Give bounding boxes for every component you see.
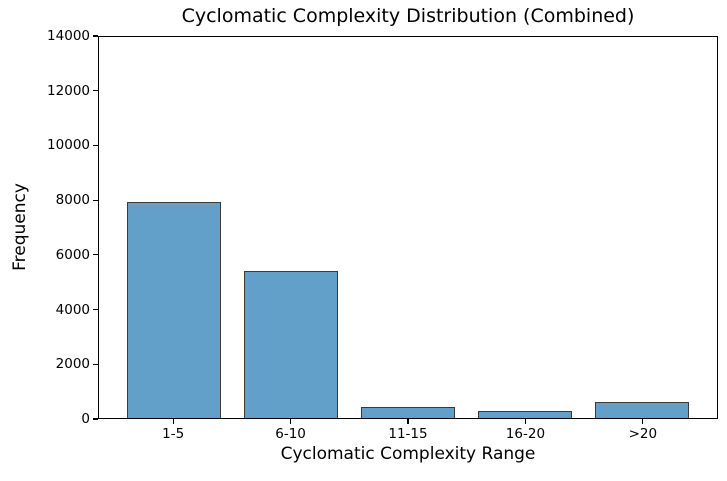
bar-16-20 <box>478 411 572 418</box>
y-tick-mark-2000 <box>93 363 98 365</box>
x-tick-mark-11-15 <box>407 419 409 424</box>
x-tick-label-16-20: 16-20 <box>505 426 546 442</box>
x-tick-mark->20 <box>642 419 644 424</box>
bar-1-5 <box>127 201 221 418</box>
x-tick-mark-6-10 <box>289 419 292 424</box>
y-tick-label-4000: 4000 <box>55 301 90 318</box>
y-tick-mark-14000 <box>93 35 98 37</box>
y-tick-label-6000: 6000 <box>55 246 90 263</box>
y-tick-label-12000: 12000 <box>47 82 90 99</box>
x-tick-label-6-10: 6-10 <box>275 426 306 442</box>
y-tick-mark-6000 <box>93 254 98 256</box>
y-tick-mark-10000 <box>93 144 98 147</box>
y-tick-label-10000: 10000 <box>47 137 90 154</box>
x-tick-label-11-15: 11-15 <box>388 426 428 442</box>
y-tick-mark-0 <box>93 418 98 420</box>
bar-11-15 <box>361 406 455 418</box>
x-tick-mark-16-20 <box>524 419 526 424</box>
y-tick-mark-8000 <box>93 199 98 201</box>
bar-6-10 <box>244 271 338 418</box>
y-axis-label: Frequency <box>10 183 30 271</box>
chart-title: Cyclomatic Complexity Distribution (Comb… <box>181 5 635 27</box>
x-tick-mark-1-5 <box>172 419 174 424</box>
x-axis-label: Cyclomatic Complexity Range <box>280 444 536 464</box>
y-tick-label-0: 0 <box>81 411 90 427</box>
x-tick-label-1-5: 1-5 <box>162 426 185 442</box>
y-tick-label-14000: 14000 <box>47 28 90 44</box>
x-tick-label->20: >20 <box>628 426 658 442</box>
y-tick-label-8000: 8000 <box>55 192 90 209</box>
y-tick-mark-4000 <box>93 308 98 311</box>
bar->20 <box>595 402 689 418</box>
plot-area <box>98 36 718 419</box>
y-tick-label-2000: 2000 <box>55 356 90 373</box>
y-tick-mark-12000 <box>93 90 98 92</box>
